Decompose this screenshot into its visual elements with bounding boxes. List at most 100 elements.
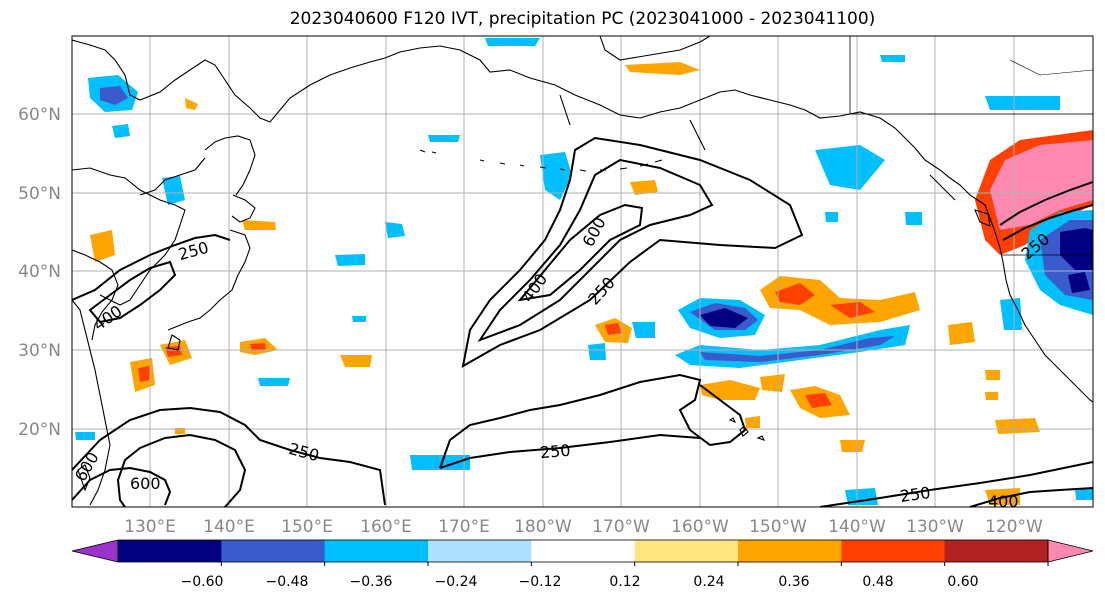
colorbar-extend-low <box>71 539 119 563</box>
shade-neg-b <box>385 222 405 238</box>
contour-label: 250 <box>539 441 571 463</box>
shade-pos-cell-a <box>760 374 785 392</box>
shade-pos-cell-g <box>985 392 998 400</box>
colorbar-extend-high <box>1047 539 1094 563</box>
shade-neg-l <box>815 145 885 190</box>
colorbar-tick-label: −0.60 <box>181 574 224 590</box>
latitude-labels: 60°N 50°N 40°N 30°N 20°N <box>18 105 61 440</box>
colorbar <box>71 539 1094 566</box>
shade-neg-n <box>1000 298 1022 330</box>
colorbar-swatch <box>221 540 326 562</box>
shade-pos-150w-core <box>775 283 815 305</box>
shade-pos-170w <box>630 180 658 195</box>
shade-neg-t <box>352 316 366 322</box>
shade-pos-cell-e <box>948 322 975 345</box>
colorbar-tick-label: 0.24 <box>693 574 724 590</box>
shade-pos-cell-c <box>840 440 865 452</box>
colorbar-swatch <box>738 540 842 562</box>
shade-pos-165w-core <box>605 323 622 335</box>
ivt-contour-600-central <box>517 203 644 302</box>
shade-neg-uswest-core <box>1060 228 1093 270</box>
shade-pos-wpac-c <box>340 355 372 367</box>
shade-neg-o <box>75 432 95 440</box>
ivt-contour-250-south2 <box>116 433 247 507</box>
shade-neg-p <box>1075 488 1093 500</box>
shade-pos-cell-f <box>985 370 1000 380</box>
contour-label: 250 <box>287 439 321 465</box>
contour-label: 600 <box>71 449 103 485</box>
shade-pos-cell-b <box>745 416 760 428</box>
shade-pos-wpac-a-core <box>138 366 150 382</box>
shade-neg-j <box>258 378 290 386</box>
shade-pos-155w <box>700 380 760 400</box>
lon-label: 130°W <box>906 517 964 537</box>
shade-neg-m <box>985 96 1060 110</box>
colorbar-tick-label: −0.36 <box>350 574 393 590</box>
lat-label: 40°N <box>18 262 61 282</box>
shade-neg-i <box>410 455 470 470</box>
shade-neg-e <box>428 135 460 142</box>
map-frame <box>71 35 1094 508</box>
ivt-contours <box>72 136 1093 507</box>
colorbar-swatch <box>634 540 739 562</box>
lon-label: 180°W <box>514 517 572 537</box>
shade-neg-d <box>540 152 572 200</box>
lon-label: 130°E <box>124 517 176 537</box>
shade-pos-wpac-b-core <box>250 343 266 351</box>
longitude-labels: 130°E 140°E 150°E 160°E 170°E 180°W 170°… <box>124 517 1043 537</box>
colorbar-tick-label: −0.24 <box>435 574 478 590</box>
shade-neg-160w-core <box>700 308 748 328</box>
colorbar-tick-label: 0.12 <box>609 574 640 590</box>
shade-neg-c <box>335 254 365 266</box>
contour-labels: 250 400 600 250 400 600 250 250 600 250 … <box>71 214 1053 511</box>
shade-neg-a <box>162 176 185 205</box>
ivt-contour-600-south <box>72 466 172 506</box>
ivt-contour-400-se <box>969 487 1093 507</box>
shade-neg-s <box>825 212 838 222</box>
ivt-contour-400-central <box>477 158 714 343</box>
colorbar-swatch <box>841 540 946 562</box>
coastlines <box>72 36 1093 506</box>
shade-pos-westcoast-core <box>990 140 1093 230</box>
colorbar-ticks: −0.60 −0.48 −0.36 −0.24 −0.12 0.12 0.24 … <box>181 574 979 590</box>
contour-label: 250 <box>899 483 932 506</box>
shade-neg-kam-b <box>112 124 130 138</box>
colorbar-swatch <box>531 540 636 562</box>
graticule <box>72 36 1093 507</box>
colorbar-frame <box>117 539 1049 563</box>
shade-pos-hok <box>242 220 276 230</box>
shade-neg-r <box>905 212 922 225</box>
lat-label: 50°N <box>18 184 61 204</box>
shade-neg-band-core <box>700 336 895 362</box>
shade-neg-f <box>485 38 540 46</box>
shade-neg-h <box>632 322 655 338</box>
shade-pos-kam <box>185 98 198 110</box>
shade-neg-uswest-peak <box>1068 272 1090 293</box>
map-title: 2023040600 F120 IVT, precipitation PC (2… <box>289 9 876 29</box>
lon-label: 160°E <box>360 517 412 537</box>
colorbar-swatch <box>118 540 222 562</box>
lon-label: 150°W <box>749 517 807 537</box>
lon-label: 170°W <box>592 517 650 537</box>
ivt-contour-250-central <box>461 136 804 368</box>
lat-label: 60°N <box>18 105 61 125</box>
lon-label: 120°W <box>985 517 1043 537</box>
lon-label: 160°W <box>671 517 729 537</box>
lon-label: 170°E <box>438 517 490 537</box>
colorbar-tick-label: −0.48 <box>266 574 309 590</box>
ivt-contour-westcoast <box>999 181 1093 226</box>
shade-neg-kam-core <box>100 86 128 105</box>
shade-neg-g <box>588 343 606 360</box>
ivt-contour-250-south <box>72 406 386 506</box>
ivt-contour-400-japan <box>88 260 177 324</box>
ivt-contour-westcoast2 <box>1002 204 1093 241</box>
colorbar-swatch <box>324 540 429 562</box>
shade-neg-k <box>845 488 878 505</box>
shade-pos-cell-d <box>995 418 1040 434</box>
shade-pos-alaska <box>625 62 700 75</box>
shade-pos-145w-core <box>805 393 832 408</box>
colorbar-tick-label: 0.60 <box>947 574 978 590</box>
colorbar-tick-label: −0.12 <box>519 574 562 590</box>
contour-label: 400 <box>518 270 551 306</box>
lon-label: 140°E <box>203 517 255 537</box>
